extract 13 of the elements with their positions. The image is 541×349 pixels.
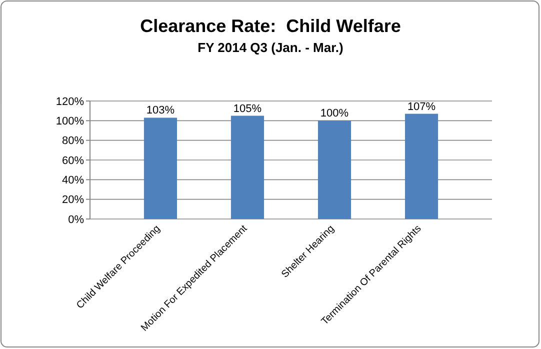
data-label: 103%: [146, 104, 175, 117]
y-tick-label: 120%: [56, 96, 84, 108]
y-tick-label: 80%: [62, 135, 84, 148]
y-tick-label: 100%: [56, 116, 84, 128]
data-label: 100%: [320, 108, 349, 120]
y-tick-label: 40%: [62, 174, 84, 187]
y-tick-label: 60%: [62, 154, 84, 167]
chart-subtitle: FY 2014 Q3 (Jan. - Mar.): [198, 40, 344, 55]
data-label: 107%: [407, 100, 436, 113]
y-tick-label: 0%: [68, 214, 84, 226]
data-label: 105%: [233, 102, 262, 115]
chart-title: Clearance Rate: Child Welfare: [140, 16, 401, 36]
y-tick-label: 20%: [62, 194, 84, 206]
